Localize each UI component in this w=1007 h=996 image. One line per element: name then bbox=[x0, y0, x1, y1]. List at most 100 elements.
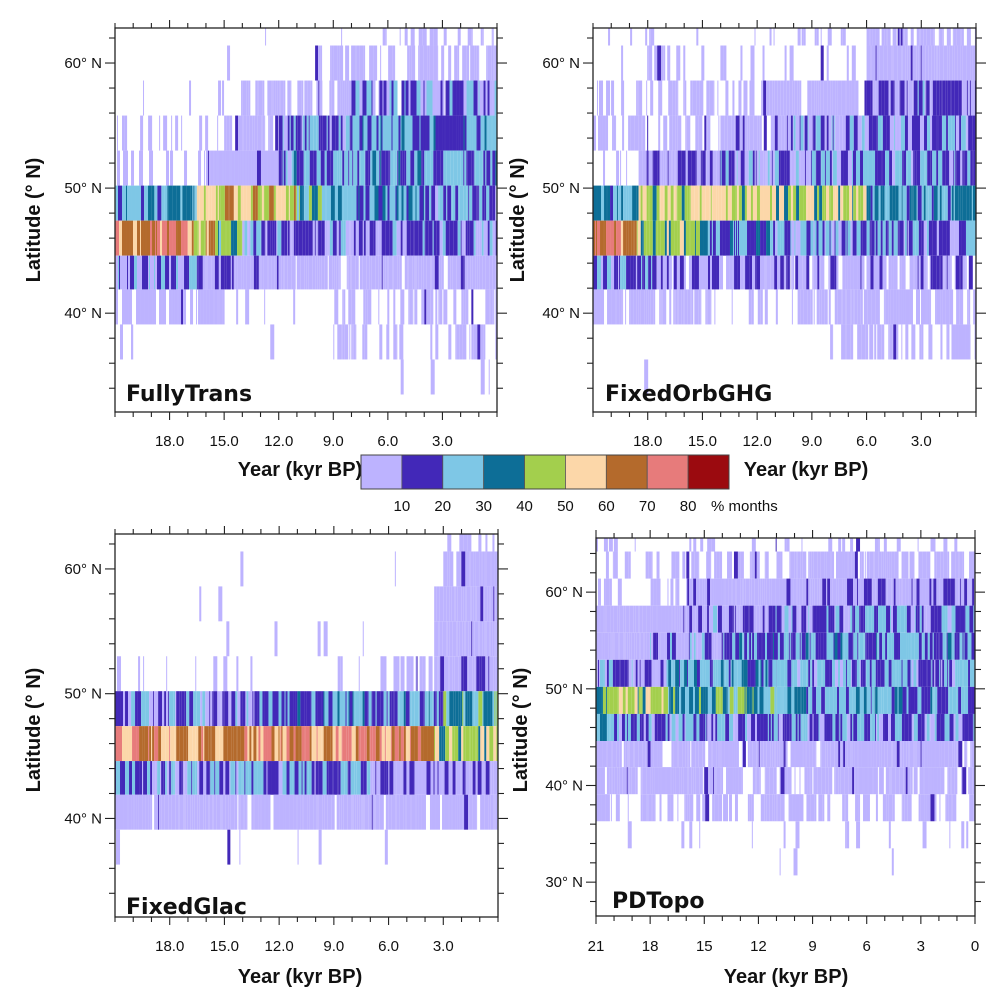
cell bbox=[199, 586, 202, 622]
cell bbox=[852, 741, 855, 768]
cell bbox=[393, 691, 395, 727]
cell bbox=[396, 220, 401, 256]
cell bbox=[780, 220, 783, 256]
cell bbox=[893, 324, 897, 360]
cell bbox=[446, 691, 450, 727]
cell bbox=[447, 621, 450, 657]
cell bbox=[923, 255, 927, 290]
cell bbox=[882, 220, 886, 256]
cell bbox=[488, 656, 490, 692]
cell bbox=[189, 255, 192, 290]
cell bbox=[899, 115, 901, 151]
cell bbox=[642, 686, 646, 714]
cell bbox=[759, 185, 764, 221]
cell bbox=[388, 255, 393, 290]
cell bbox=[698, 185, 700, 221]
cell bbox=[478, 621, 480, 657]
cell bbox=[802, 551, 807, 579]
cell bbox=[320, 115, 323, 151]
cell bbox=[635, 255, 637, 290]
cell bbox=[140, 289, 145, 325]
cell bbox=[472, 115, 477, 151]
cell bbox=[871, 741, 874, 768]
cell bbox=[847, 551, 849, 579]
cell bbox=[363, 289, 366, 325]
cell bbox=[650, 741, 654, 768]
cell bbox=[742, 605, 745, 633]
cell bbox=[454, 656, 459, 692]
cell bbox=[256, 150, 261, 186]
cell bbox=[892, 150, 896, 186]
cell bbox=[774, 741, 776, 768]
cell bbox=[830, 741, 835, 768]
cell bbox=[602, 713, 607, 742]
cell bbox=[922, 80, 925, 116]
cell bbox=[732, 220, 734, 256]
cell bbox=[724, 713, 726, 742]
cell bbox=[658, 632, 661, 660]
cell bbox=[870, 45, 872, 81]
cell bbox=[934, 686, 938, 714]
cell bbox=[927, 289, 930, 325]
colorbar-swatch bbox=[565, 454, 607, 490]
cell bbox=[824, 150, 826, 186]
cell bbox=[337, 80, 341, 116]
cell bbox=[638, 80, 643, 116]
cell bbox=[712, 220, 716, 256]
cell bbox=[936, 80, 940, 116]
cell bbox=[965, 220, 970, 256]
cell bbox=[883, 713, 885, 742]
cell bbox=[387, 289, 390, 325]
cell bbox=[820, 28, 822, 46]
cell bbox=[187, 761, 192, 795]
plot-frame bbox=[114, 533, 499, 918]
cell bbox=[654, 713, 658, 742]
cell bbox=[749, 605, 754, 633]
cell bbox=[260, 794, 262, 830]
cell bbox=[695, 741, 699, 768]
cell bbox=[779, 741, 784, 768]
cell bbox=[630, 713, 634, 742]
cell bbox=[856, 821, 861, 849]
cell bbox=[711, 220, 713, 256]
cell bbox=[610, 794, 612, 822]
lat-band bbox=[593, 220, 976, 256]
cell bbox=[879, 255, 883, 290]
cell bbox=[480, 726, 483, 762]
cell bbox=[134, 255, 138, 290]
cell bbox=[377, 115, 379, 151]
cell bbox=[408, 80, 411, 116]
cell bbox=[122, 220, 126, 256]
cell bbox=[255, 80, 258, 116]
cell bbox=[416, 185, 420, 221]
cell bbox=[779, 185, 781, 221]
cell bbox=[701, 632, 705, 660]
cell bbox=[244, 794, 247, 830]
cell bbox=[476, 656, 480, 692]
cell bbox=[670, 632, 672, 660]
cell bbox=[692, 578, 694, 606]
cell bbox=[872, 115, 877, 151]
cell bbox=[858, 794, 861, 822]
cell bbox=[381, 726, 385, 762]
cell bbox=[945, 794, 947, 822]
cell bbox=[797, 659, 801, 687]
cell bbox=[756, 551, 760, 579]
cell bbox=[162, 255, 166, 290]
cell bbox=[389, 80, 392, 116]
cell bbox=[965, 255, 967, 290]
cell bbox=[972, 115, 976, 151]
cell bbox=[659, 289, 661, 325]
cell bbox=[489, 255, 493, 290]
cell bbox=[907, 659, 911, 687]
cell bbox=[150, 220, 153, 256]
cell bbox=[353, 794, 356, 830]
cell bbox=[381, 115, 383, 151]
cell bbox=[485, 80, 488, 116]
cell bbox=[901, 551, 904, 579]
cell bbox=[771, 578, 776, 606]
cell bbox=[787, 767, 792, 795]
cell bbox=[288, 185, 290, 221]
cell bbox=[495, 691, 497, 727]
cell bbox=[714, 794, 719, 822]
